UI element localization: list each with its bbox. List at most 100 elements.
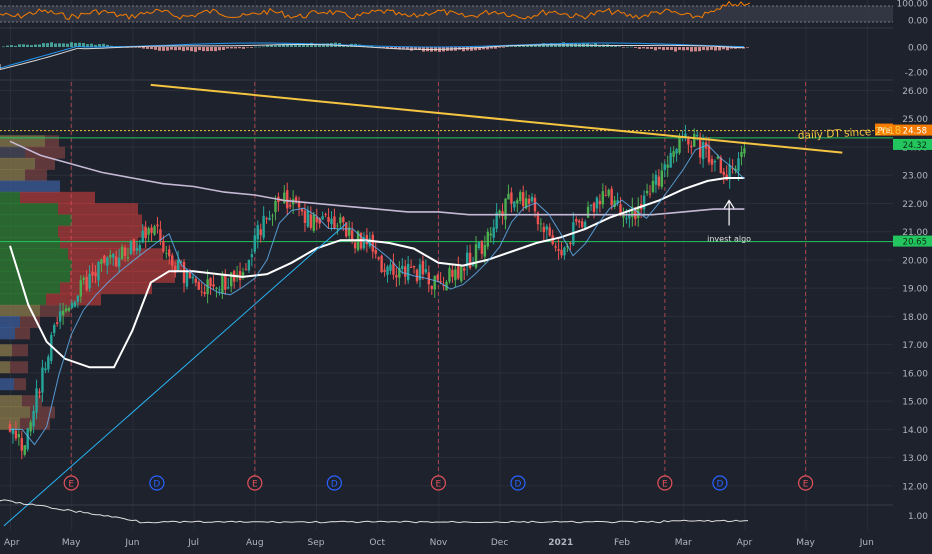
macd-histogram-bar bbox=[490, 47, 493, 49]
candle-down bbox=[350, 230, 354, 242]
macd-histogram-bar bbox=[366, 45, 369, 47]
candle-up bbox=[486, 231, 490, 247]
macd-histogram-bar bbox=[418, 47, 421, 51]
volume-profile-up-bar bbox=[0, 293, 46, 306]
macd-histogram-bar bbox=[470, 47, 473, 51]
price-tick-label: 17.00 bbox=[902, 341, 928, 351]
candle-down bbox=[569, 242, 572, 245]
candle-up bbox=[44, 368, 47, 371]
candle-up bbox=[135, 248, 139, 251]
time-tick-label: Jun bbox=[859, 538, 874, 548]
candle-down bbox=[150, 227, 153, 233]
candle-down bbox=[439, 281, 442, 283]
candle-down bbox=[604, 195, 607, 197]
candle-down bbox=[286, 190, 289, 209]
macd-histogram-bar bbox=[6, 45, 9, 47]
macd-histogram-bar bbox=[394, 47, 397, 49]
time-tick-label: May bbox=[796, 538, 815, 548]
volume-profile-up-bar bbox=[0, 327, 15, 340]
macd-histogram-bar bbox=[258, 46, 261, 48]
macd-histogram-bar bbox=[262, 46, 265, 48]
volume-profile-down-bar bbox=[20, 417, 50, 430]
candle-up bbox=[117, 257, 121, 267]
price-tick-label: 20.00 bbox=[902, 256, 928, 266]
candle-down bbox=[353, 242, 357, 249]
candle-up bbox=[271, 215, 274, 217]
macd-histogram-bar bbox=[58, 43, 61, 47]
candle-down bbox=[203, 292, 206, 295]
volume-profile-down-bar bbox=[46, 293, 101, 306]
macd-histogram-bar bbox=[670, 47, 673, 50]
macd-histogram-bar bbox=[414, 47, 417, 50]
candle-down bbox=[168, 249, 171, 257]
candle-up bbox=[50, 335, 53, 361]
macd-histogram-bar bbox=[54, 43, 57, 47]
macd-histogram-bar bbox=[306, 44, 309, 47]
volume-profile-down-bar bbox=[72, 214, 142, 227]
candle-down bbox=[610, 188, 613, 206]
macd-histogram-bar bbox=[246, 47, 249, 48]
macd-histogram-bar bbox=[610, 46, 613, 47]
candle-up bbox=[79, 280, 82, 297]
candle-up bbox=[454, 269, 457, 281]
candle-up bbox=[713, 160, 717, 163]
price-tick-label: 15.00 bbox=[902, 398, 928, 408]
candle-up bbox=[672, 151, 675, 157]
macd-histogram-bar bbox=[274, 45, 277, 47]
macd-histogram-bar bbox=[294, 44, 297, 47]
candle-up bbox=[241, 272, 245, 278]
candle-down bbox=[634, 207, 637, 219]
dividend-marker-label: D bbox=[331, 480, 338, 490]
macd-histogram-bar bbox=[142, 47, 145, 49]
macd-histogram-bar bbox=[226, 47, 229, 49]
candle-up bbox=[218, 289, 221, 291]
volume-profile-up-bar bbox=[0, 191, 20, 204]
candle-up bbox=[433, 275, 436, 290]
macd-histogram-bar bbox=[682, 47, 685, 51]
candle-down bbox=[333, 216, 336, 229]
candle-down bbox=[194, 278, 198, 283]
macd-histogram-bar bbox=[150, 47, 153, 50]
macd-histogram-bar bbox=[154, 47, 157, 50]
macd-histogram-bar bbox=[46, 43, 49, 47]
candle-down bbox=[20, 438, 23, 451]
candle-down bbox=[592, 202, 596, 213]
macd-histogram-bar bbox=[214, 47, 217, 52]
macd-histogram-bar bbox=[726, 47, 729, 51]
candle-down bbox=[265, 218, 268, 219]
dividend-marker-label: D bbox=[153, 480, 160, 490]
candle-up bbox=[539, 223, 543, 225]
candle-up bbox=[418, 264, 422, 280]
macd-histogram-bar bbox=[402, 47, 405, 49]
candle-up bbox=[58, 311, 62, 322]
candle-up bbox=[424, 269, 428, 273]
candle-up bbox=[737, 158, 740, 172]
earnings-marker-label: E bbox=[436, 480, 442, 490]
yellow-trendline bbox=[150, 83, 843, 154]
candle-up bbox=[607, 189, 610, 196]
earnings-marker bbox=[430, 475, 446, 491]
macd-histogram-bar bbox=[714, 47, 717, 51]
volume-profile-down-bar bbox=[58, 203, 138, 216]
candle-up bbox=[147, 228, 150, 235]
candle-up bbox=[129, 241, 133, 254]
macd-histogram-bar bbox=[278, 44, 281, 47]
candle-up bbox=[663, 164, 666, 171]
candle-up bbox=[191, 276, 195, 279]
macd-histogram-bar bbox=[134, 47, 137, 48]
candle-down bbox=[380, 255, 383, 273]
candle-up bbox=[17, 434, 21, 438]
macd-histogram-bar bbox=[718, 47, 721, 51]
volume-profile-down-bar bbox=[12, 344, 28, 357]
candle-down bbox=[259, 229, 262, 236]
candle-up bbox=[185, 271, 189, 287]
candle-up bbox=[321, 216, 324, 220]
macd-histogram-bar bbox=[70, 42, 73, 47]
candle-up bbox=[645, 190, 649, 194]
macd-histogram-bar bbox=[210, 47, 213, 51]
invest-algo-arrow-head bbox=[723, 199, 735, 209]
candle-down bbox=[85, 276, 88, 291]
